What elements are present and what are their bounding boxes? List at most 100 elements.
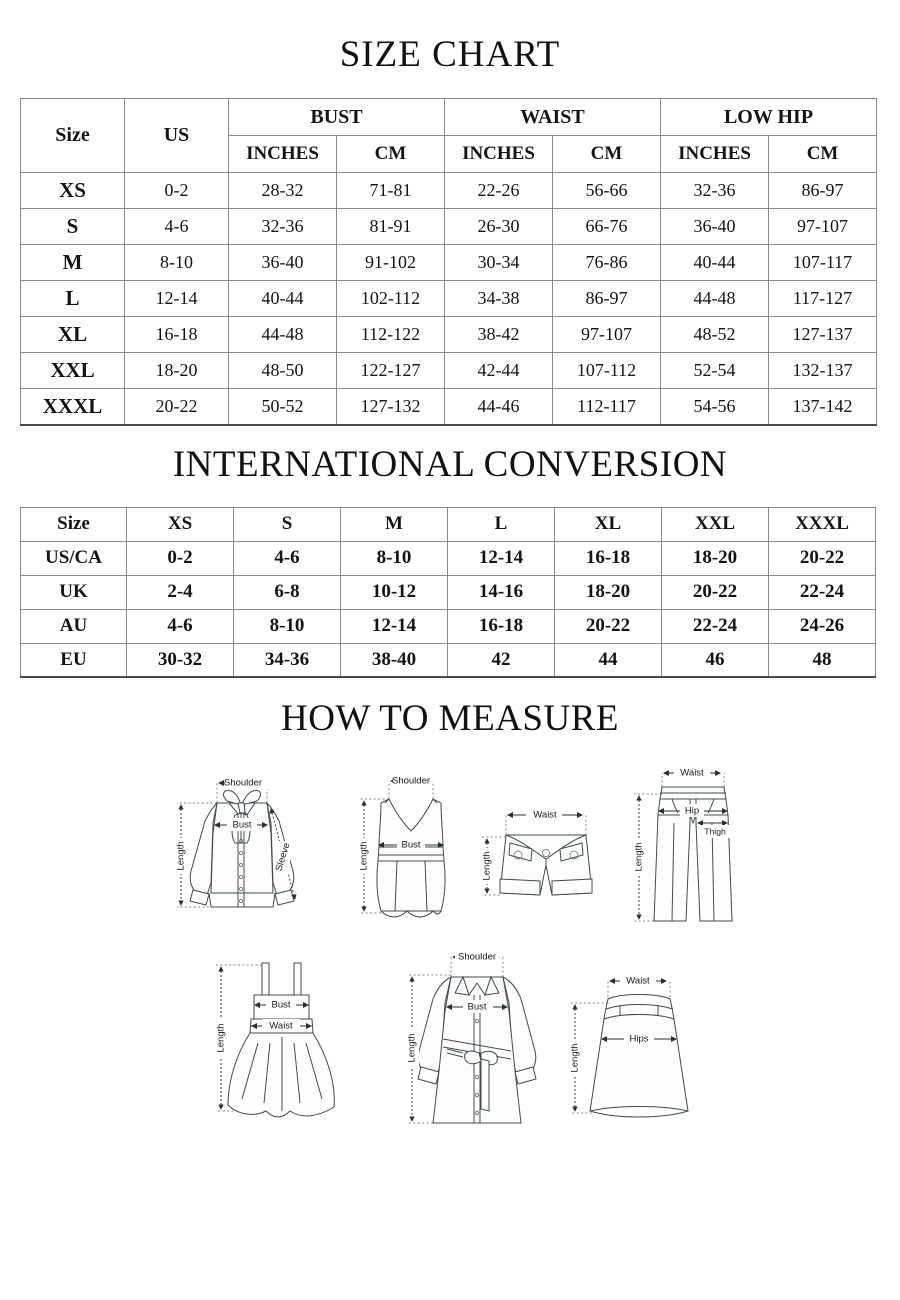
table-row: AU 4-6 8-10 12-14 16-18 20-22 22-24 24-2… [20,608,876,644]
cell-hip-in: 48-52 [660,316,770,353]
how-to-measure-figures: Shoulder Bust Length Sleeve [0,751,900,1151]
label-hip: Hip [685,806,699,817]
cell-hip-in: 36-40 [660,208,770,245]
header-xs: XS [126,506,234,542]
cell-waist-cm: 107-112 [551,352,662,389]
cell-bust-in: 44-48 [228,316,337,353]
cell-hip-cm: 97-107 [768,208,878,245]
label-bust: Bust [271,1000,290,1011]
header-bust-inches: INCHES [228,135,337,173]
cell-waist-in: 44-46 [444,388,553,426]
cell-value: 20-22 [768,540,876,576]
cell-us: 18-20 [124,352,229,389]
cell-value: 30-32 [126,642,234,678]
table-row: S 4-6 32-36 81-91 26-30 66-76 36-40 97-1… [20,208,878,245]
header-m: M [340,506,448,542]
header-group-low-hip: LOW HIP [660,98,878,136]
page-title-size-chart: SIZE CHART [339,34,561,75]
cell-region: UK [20,574,127,610]
cell-us: 20-22 [124,388,229,426]
table-row: L 12-14 40-44 102-112 34-38 86-97 44-48 … [20,280,878,317]
cell-us: 16-18 [124,316,229,353]
cell-value: 6-8 [233,574,341,610]
cell-us: 0-2 [124,172,229,209]
cell-waist-cm: 56-66 [551,172,662,209]
cell-hip-cm: 127-137 [768,316,878,353]
cell-value: 48 [768,642,876,678]
cell-waist-cm: 86-97 [551,280,662,317]
label-length: Length [634,842,645,871]
header-xxxl: XXXL [768,506,876,542]
cell-region: EU [20,642,127,678]
cell-bust-cm: 91-102 [336,244,445,281]
cell-waist-cm: 112-117 [551,388,662,426]
label-hips: Hips [629,1034,648,1045]
label-bust: Bust [401,840,420,851]
table-header-row-sub: INCHES CM INCHES CM INCHES CM [21,135,878,173]
cell-bust-in: 28-32 [228,172,337,209]
cell-bust-in: 50-52 [228,388,337,426]
cell-size: XL [20,316,125,353]
cell-bust-in: 32-36 [228,208,337,245]
cell-waist-cm: 76-86 [551,244,662,281]
cell-waist-in: 30-34 [444,244,553,281]
header-size: Size [20,506,127,542]
header-group-waist: WAIST [443,98,662,136]
table-row: XXL 18-20 48-50 122-127 42-44 107-112 52… [20,352,878,389]
cell-value: 0-2 [126,540,234,576]
header-waist-cm: CM [551,135,662,173]
cell-waist-in: 26-30 [444,208,553,245]
label-shoulder: Shoulder [458,952,496,963]
cell-value: 44 [554,642,662,678]
header-s: S [233,506,341,542]
table-row: M 8-10 36-40 91-102 30-34 76-86 40-44 10… [20,244,878,281]
figure-flared-dress: Bust Waist Length [198,951,368,1131]
label-bust: Bust [232,820,251,831]
header-waist-inches: INCHES [444,135,553,173]
label-thigh: Thigh [704,826,726,836]
cell-us: 8-10 [124,244,229,281]
cell-bust-cm: 127-132 [336,388,445,426]
conversion-table-wrap: Size XS S M L XL XXL XXXL US/CA 0-2 4-6 … [0,506,900,678]
cell-region: AU [20,608,127,644]
header-size: Size [20,98,125,173]
table-row: XXXL 20-22 50-52 127-132 44-46 112-117 5… [20,388,878,426]
cell-value: 10-12 [340,574,448,610]
cell-us: 4-6 [124,208,229,245]
cell-waist-cm: 97-107 [551,316,662,353]
label-length: Length [482,851,493,880]
label-waist: Waist [533,810,557,821]
cell-hip-in: 32-36 [660,172,770,209]
cell-waist-in: 34-38 [444,280,553,317]
size-chart-table: Size US BUST WAIST LOW HIP INCHES CM INC… [20,98,878,426]
cell-hip-cm: 132-137 [768,352,878,389]
cell-value: 18-20 [554,574,662,610]
cell-value: 22-24 [661,608,769,644]
cell-value: 34-36 [233,642,341,678]
label-waist: Waist [269,1021,293,1032]
header-us: US [124,98,229,173]
cell-size: XS [20,172,125,209]
label-length: Length [216,1023,227,1052]
figure-blouse: Shoulder Bust Length Sleeve [155,763,330,933]
cell-hip-in: 52-54 [660,352,770,389]
cell-value: 4-6 [126,608,234,644]
cell-waist-in: 22-26 [444,172,553,209]
label-length: Length [570,1043,581,1072]
cell-value: 38-40 [340,642,448,678]
cell-value: 12-14 [447,540,555,576]
cell-value: 16-18 [554,540,662,576]
size-chart-table-wrap: Size US BUST WAIST LOW HIP INCHES CM INC… [0,98,900,426]
cell-size: XXL [20,352,125,389]
cell-value: 4-6 [233,540,341,576]
cell-value: 2-4 [126,574,234,610]
table-header-row: Size XS S M L XL XXL XXXL [20,506,876,542]
cell-bust-cm: 81-91 [336,208,445,245]
cell-region: US/CA [20,540,127,576]
cell-hip-cm: 117-127 [768,280,878,317]
header-xxl: XXL [661,506,769,542]
cell-waist-in: 38-42 [444,316,553,353]
figure-belted-shirt-dress: Shoulder Bust Length [385,941,565,1136]
cell-us: 12-14 [124,280,229,317]
label-waist: Waist [680,768,704,779]
